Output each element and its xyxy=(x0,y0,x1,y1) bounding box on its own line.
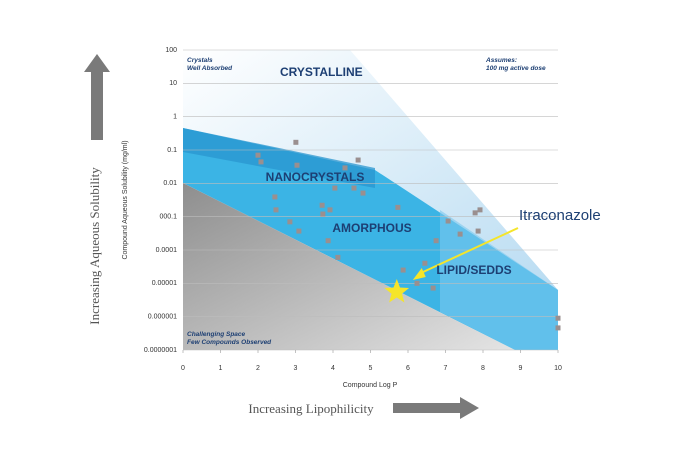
note-line: Assumes: xyxy=(485,57,517,64)
note-line: Challenging Space xyxy=(187,331,246,338)
point xyxy=(255,152,261,158)
point xyxy=(327,207,333,213)
point xyxy=(355,157,361,163)
right-arrow xyxy=(393,397,479,419)
point xyxy=(335,254,341,260)
region-label: NANOCRYSTALS xyxy=(266,170,365,184)
nano-band xyxy=(183,128,375,188)
region-label: AMORPHOUS xyxy=(332,221,411,235)
x-tick-label: 5 xyxy=(369,365,373,372)
x-direction-label: Increasing Lipophilicity xyxy=(248,401,374,416)
x-tick-label: 6 xyxy=(406,365,410,372)
y-axis-title: Compound Aqueous Solubility (mg/ml) xyxy=(122,140,129,259)
point xyxy=(433,238,439,244)
point xyxy=(294,162,300,168)
annotation-label: Itraconazole xyxy=(519,207,601,224)
region-label: LIPID/SEDDS xyxy=(436,263,511,277)
point xyxy=(342,165,348,171)
point xyxy=(332,185,338,191)
point xyxy=(258,159,264,165)
x-tick-label: 9 xyxy=(519,365,523,372)
y-direction-label: Increasing Aqueous Solubility xyxy=(87,167,102,325)
point xyxy=(395,204,401,210)
x-tick-label: 0 xyxy=(181,365,185,372)
note-line: Crystals xyxy=(187,57,213,64)
point xyxy=(555,325,561,331)
grid: 1001010.10.01000.10.00010.000010.0000010… xyxy=(144,47,562,372)
y-tick-label: 1 xyxy=(173,114,177,121)
point xyxy=(293,139,299,145)
x-tick-label: 10 xyxy=(554,365,562,372)
up-arrow xyxy=(84,54,110,140)
y-tick-label: 0.0000001 xyxy=(144,347,177,354)
x-tick-label: 8 xyxy=(481,365,485,372)
point xyxy=(414,280,420,286)
note: Crystals Well Absorbed xyxy=(187,57,233,72)
crystalline-zone xyxy=(183,50,558,290)
note-line: Few Compounds Observed xyxy=(187,339,272,346)
note-line: Well Absorbed xyxy=(187,65,233,72)
point xyxy=(272,194,278,200)
region-label: CRYSTALLINE xyxy=(280,65,363,79)
marks: Itraconazole xyxy=(255,139,601,331)
point xyxy=(477,207,483,213)
x-tick-label: 3 xyxy=(294,365,298,372)
point xyxy=(325,238,331,244)
point xyxy=(319,202,325,208)
star xyxy=(384,279,410,303)
y-tick-label: 0.000001 xyxy=(148,314,177,321)
point xyxy=(430,285,436,291)
x-tick-label: 2 xyxy=(256,365,260,372)
point xyxy=(457,231,463,237)
y-tick-label: 0.1 xyxy=(167,147,177,154)
point xyxy=(475,228,481,234)
point xyxy=(400,267,406,273)
challenging-zone xyxy=(183,183,515,350)
point xyxy=(287,219,293,225)
point xyxy=(472,210,478,216)
point xyxy=(445,218,451,224)
point xyxy=(296,228,302,234)
lipid-zone xyxy=(440,210,558,350)
regions xyxy=(183,50,558,350)
y-tick-label: 0.0001 xyxy=(156,247,178,254)
point xyxy=(273,207,279,213)
point xyxy=(360,190,366,196)
y-tick-label: 000.1 xyxy=(159,214,177,221)
note: Challenging Space Few Compounds Observed xyxy=(187,331,272,346)
point xyxy=(320,211,326,217)
annotation-arrow xyxy=(418,227,519,275)
point xyxy=(555,315,561,321)
note-line: 100 mg active dose xyxy=(486,65,546,72)
y-tick-label: 0.00001 xyxy=(152,280,177,287)
annotation-arrowhead xyxy=(412,267,426,280)
note: Assumes: 100 mg active dose xyxy=(485,57,546,72)
x-tick-label: 7 xyxy=(444,365,448,372)
x-axis-title: Compound Log P xyxy=(343,382,398,389)
x-tick-label: 1 xyxy=(219,365,223,372)
point xyxy=(351,185,357,191)
x-tick-label: 4 xyxy=(331,365,335,372)
y-tick-label: 100 xyxy=(165,47,177,54)
point xyxy=(422,260,428,266)
y-tick-label: 10 xyxy=(169,80,177,87)
y-tick-label: 0.01 xyxy=(163,180,177,187)
